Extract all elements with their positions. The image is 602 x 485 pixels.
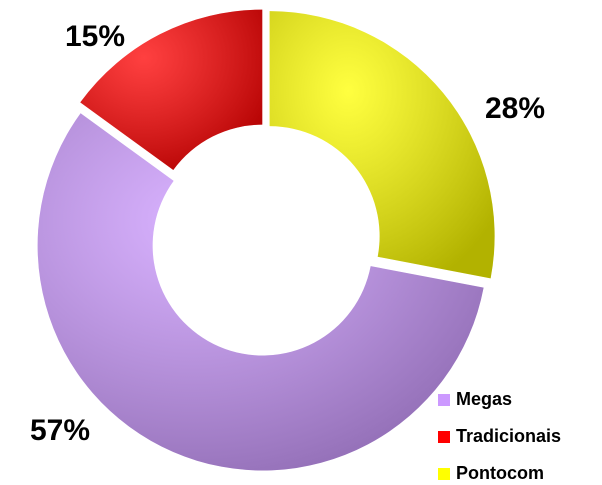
data-label: 28% xyxy=(485,92,545,125)
data-label: 57% xyxy=(30,414,90,447)
legend-label: Pontocom xyxy=(456,463,544,483)
legend-swatch xyxy=(438,431,450,443)
donut-segment xyxy=(269,11,495,279)
data-label: 15% xyxy=(65,20,125,53)
legend-label: Megas xyxy=(456,389,512,409)
legend-swatch xyxy=(438,394,450,406)
legend-swatch xyxy=(438,468,450,480)
legend-label: Tradicionais xyxy=(456,426,561,446)
